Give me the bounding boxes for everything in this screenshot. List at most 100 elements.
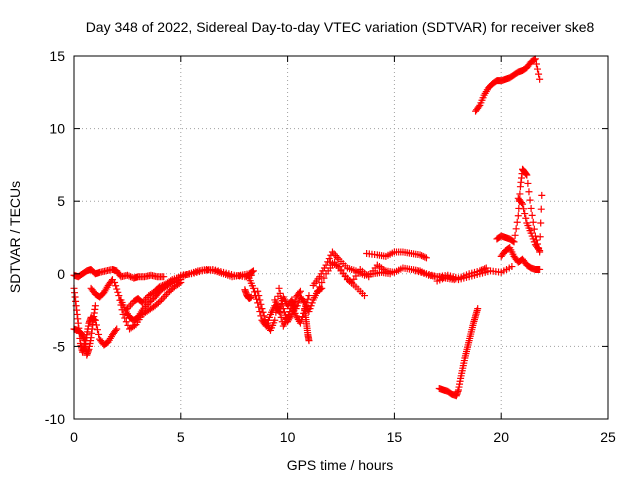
data-point xyxy=(93,326,101,334)
data-point xyxy=(482,264,490,272)
data-point xyxy=(316,283,324,291)
data-point xyxy=(276,289,284,297)
data-point xyxy=(535,245,543,253)
data-point xyxy=(419,252,427,260)
data-point xyxy=(162,290,170,298)
y-tick-label: -5 xyxy=(53,338,66,354)
data-point xyxy=(508,263,516,271)
data-point xyxy=(530,56,538,64)
data-point xyxy=(314,287,322,295)
data-layer xyxy=(70,55,546,400)
data-point xyxy=(276,309,284,317)
x-tick-label: 0 xyxy=(70,429,78,445)
data-point xyxy=(530,225,538,233)
data-point xyxy=(258,305,266,313)
data-point xyxy=(529,218,537,226)
series-arc-16 xyxy=(326,258,368,300)
data-point xyxy=(115,292,123,300)
data-point xyxy=(257,300,265,308)
data-point xyxy=(536,247,544,255)
data-point xyxy=(535,70,543,78)
data-point xyxy=(305,337,313,345)
series-arc-6 xyxy=(117,276,185,324)
data-point xyxy=(125,272,133,280)
y-tick-label: 0 xyxy=(57,266,65,282)
data-point xyxy=(249,284,257,292)
data-point xyxy=(255,292,263,300)
data-point xyxy=(514,212,522,220)
data-point xyxy=(517,199,525,207)
data-point xyxy=(271,316,279,324)
data-point xyxy=(513,218,521,226)
data-point xyxy=(416,251,424,259)
data-point xyxy=(525,188,533,196)
data-point xyxy=(521,210,529,218)
data-point xyxy=(112,282,120,290)
data-point xyxy=(318,279,326,287)
data-point xyxy=(320,274,328,282)
data-point xyxy=(536,265,544,273)
data-point xyxy=(527,204,535,212)
data-point xyxy=(113,325,121,333)
x-tick-label: 15 xyxy=(387,429,403,445)
data-point xyxy=(475,103,483,111)
data-point xyxy=(422,254,430,262)
data-point xyxy=(524,179,532,187)
data-point xyxy=(296,287,304,295)
data-point xyxy=(532,60,540,68)
data-point xyxy=(91,302,99,310)
tick-layer: 0 5 10 15 20 25 -10 -5 0 5 10 15 xyxy=(45,48,616,445)
grid-layer xyxy=(74,56,608,419)
x-axis-label: GPS time / hours xyxy=(287,457,394,473)
data-point xyxy=(509,237,517,245)
data-point xyxy=(536,233,544,241)
data-point xyxy=(247,293,255,301)
data-point xyxy=(421,253,429,261)
data-point xyxy=(474,305,482,313)
data-point xyxy=(160,273,168,281)
y-tick-label: 15 xyxy=(49,48,65,64)
data-point xyxy=(512,225,520,233)
data-point xyxy=(325,255,333,263)
data-point xyxy=(277,294,285,302)
data-point xyxy=(304,295,312,303)
data-point xyxy=(248,268,256,276)
data-point xyxy=(122,318,130,326)
data-point xyxy=(275,305,283,313)
data-point xyxy=(300,297,308,305)
data-point xyxy=(249,267,257,275)
data-point xyxy=(534,65,542,73)
data-point xyxy=(523,171,531,179)
x-tick-label: 20 xyxy=(493,429,509,445)
data-point xyxy=(328,248,336,256)
series-arc-4 xyxy=(87,276,116,301)
series-arc-9 xyxy=(241,286,255,302)
data-point xyxy=(322,261,330,269)
data-point xyxy=(111,279,119,287)
data-point xyxy=(277,313,285,321)
series-arc-13 xyxy=(301,305,313,345)
data-point xyxy=(157,282,165,290)
data-point xyxy=(259,308,267,316)
data-point xyxy=(261,316,269,324)
data-point xyxy=(250,288,258,296)
data-point xyxy=(418,252,426,260)
data-point xyxy=(159,281,167,289)
data-point xyxy=(330,250,338,258)
series-arc-14 xyxy=(309,248,394,289)
data-point xyxy=(156,297,164,305)
series-arc-8 xyxy=(177,265,255,281)
series-arc-1 xyxy=(70,265,168,282)
data-point xyxy=(360,292,368,300)
data-point xyxy=(260,312,268,320)
data-point xyxy=(155,283,163,291)
y-tick-label: 10 xyxy=(49,121,65,137)
data-point xyxy=(538,191,546,199)
data-point xyxy=(123,271,131,279)
data-point xyxy=(278,300,286,308)
data-point xyxy=(537,219,545,227)
data-point xyxy=(127,273,135,281)
data-point xyxy=(511,231,519,239)
